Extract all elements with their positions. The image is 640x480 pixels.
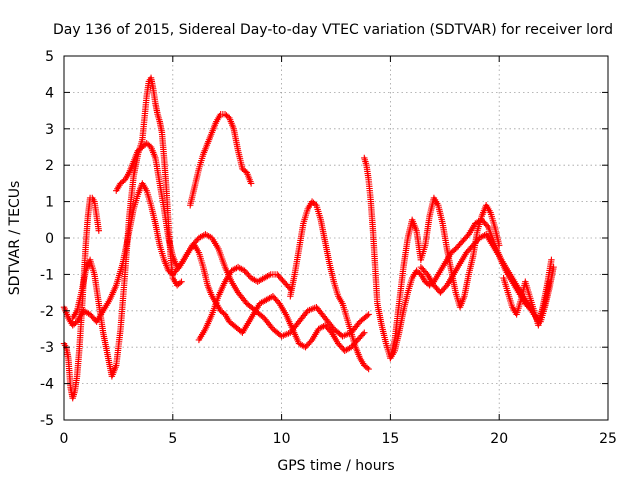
y-tick-label: 4	[45, 85, 54, 101]
y-tick-label: 0	[45, 231, 54, 247]
chart-title: Day 136 of 2015, Sidereal Day-to-day VTE…	[53, 22, 613, 38]
series-track-i	[387, 194, 503, 362]
y-tick-label: -5	[40, 413, 54, 429]
series-track-f	[195, 263, 294, 344]
x-tick-label: 0	[60, 431, 69, 447]
y-tick-label: -4	[40, 377, 54, 393]
y-tick-label: -3	[40, 340, 54, 356]
series-track-g	[287, 198, 372, 373]
axis-ticks: 0 5 10 15 20 25 -5 -4 -3 -2 -1 0 1 2 3 4 5	[40, 49, 617, 447]
y-tick-label: 1	[45, 195, 54, 211]
series-track-d	[113, 140, 368, 355]
x-tick-label: 10	[273, 431, 291, 447]
x-tick-label: 20	[490, 431, 508, 447]
y-tick-label: -1	[40, 267, 54, 283]
y-tick-label: 5	[45, 49, 54, 65]
x-tick-label: 5	[168, 431, 177, 447]
x-tick-label: 15	[381, 431, 399, 447]
data-points	[60, 74, 557, 402]
y-tick-label: 3	[45, 122, 54, 138]
y-axis-label: SDTVAR / TECUs	[7, 181, 23, 296]
series-track-e	[187, 111, 255, 209]
x-tick-label: 25	[599, 431, 617, 447]
y-tick-label: -2	[40, 304, 54, 320]
y-tick-label: 2	[45, 158, 54, 174]
series-track-k	[500, 256, 555, 329]
x-axis-label: GPS time / hours	[277, 458, 394, 474]
